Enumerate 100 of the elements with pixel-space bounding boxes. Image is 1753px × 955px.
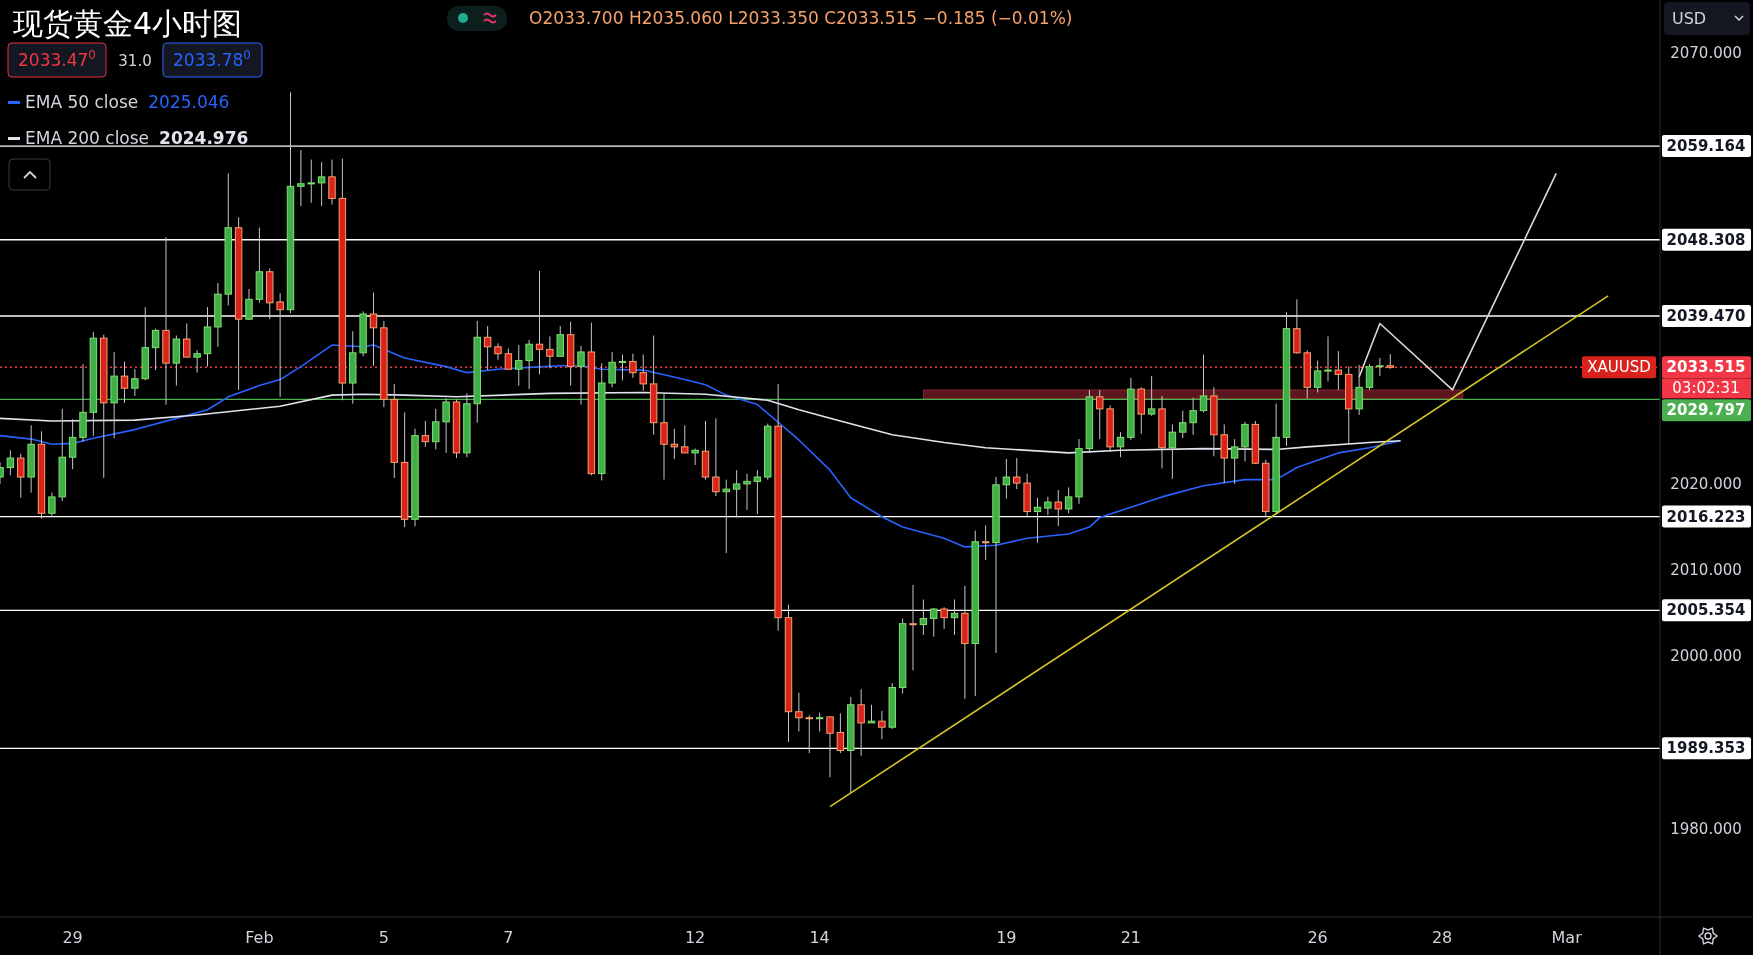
candlestick (639, 354, 647, 392)
candlestick (432, 408, 440, 450)
candlestick (795, 692, 803, 733)
candlestick (878, 710, 886, 740)
candlestick (17, 453, 25, 499)
candlestick (556, 325, 564, 357)
candlestick (1199, 354, 1208, 413)
candlestick (1044, 496, 1052, 516)
candlestick (857, 688, 865, 757)
candlestick (919, 599, 928, 636)
ref-line-label: 2059.164 (1666, 137, 1746, 156)
candlestick (515, 344, 523, 387)
x-tick-label: 29 (62, 928, 83, 947)
candlestick (1355, 364, 1363, 416)
candlestick (1313, 360, 1322, 394)
candlestick (629, 353, 637, 379)
annotation: 2025.046 (148, 92, 230, 112)
annotation: XAUUSD (1587, 358, 1651, 377)
candlestick (131, 368, 139, 397)
chart-title: 现货黄金4小时图 (13, 6, 243, 41)
candlestick (1116, 431, 1125, 458)
candlestick (1147, 375, 1156, 417)
x-tick-label: Feb (245, 928, 274, 947)
candlestick (1334, 350, 1343, 391)
candlestick (732, 469, 741, 519)
x-tick-label: 21 (1120, 928, 1142, 947)
candlestick (618, 354, 627, 381)
candlestick (836, 712, 845, 754)
candlestick (815, 712, 824, 733)
candlestick (1230, 438, 1239, 485)
ref-line-label: 2033.515 (1666, 358, 1746, 377)
y-tick-label: 1980.000 (1670, 820, 1742, 839)
candlestick (494, 342, 502, 361)
candlestick (1365, 363, 1374, 391)
candlestick (1013, 457, 1021, 490)
x-tick-label: 5 (378, 928, 389, 947)
line-series (0, 391, 1402, 454)
candlestick (1054, 489, 1062, 527)
x-tick-label: 14 (809, 928, 830, 947)
candlestick (483, 325, 492, 371)
candlestick (712, 417, 720, 497)
ref-line-label: 1989.353 (1666, 739, 1746, 758)
candlestick (1241, 421, 1249, 463)
candlestick (950, 599, 959, 636)
candlestick (68, 418, 77, 470)
candlestick (909, 584, 917, 671)
ref-line-label: 2016.223 (1666, 507, 1746, 526)
ref-line-label: 2048.308 (1666, 230, 1746, 249)
annotation: O2033.700 H2035.060 L2033.350 C2033.515 −0.185 (−0.01%) (529, 8, 1073, 28)
candlestick (504, 348, 513, 370)
y-tick-label: 2020.000 (1670, 474, 1742, 493)
candlestick (867, 704, 876, 724)
candlestick (193, 349, 201, 374)
candlestick (681, 424, 689, 454)
x-tick-label: 28 (1431, 928, 1453, 947)
ref-line-label: 2029.797 (1666, 401, 1746, 420)
candlestick (826, 716, 834, 778)
candlestick (297, 149, 305, 207)
candlestick (1168, 423, 1177, 480)
text: 03:02:31 (1672, 379, 1740, 398)
candlestick (1220, 423, 1228, 484)
candlestick (245, 288, 253, 321)
line-series (1358, 172, 1558, 391)
legend-label: EMA 50 close (25, 92, 139, 112)
candlestick (369, 291, 378, 367)
candlestick (317, 161, 326, 207)
candlestick (1179, 410, 1187, 439)
candlestick (1064, 486, 1073, 514)
candlestick (535, 270, 544, 375)
x-tick-label: 7 (503, 928, 514, 947)
annotation: 2024.976 (159, 128, 249, 148)
candlestick (805, 714, 813, 754)
ref-line-label: 2039.470 (1666, 306, 1746, 325)
candlestick (276, 292, 284, 398)
y-tick-label: 2070.000 (1670, 43, 1742, 62)
y-tick-label: 2010.000 (1670, 561, 1742, 580)
x-tick-label: 12 (684, 928, 706, 947)
candlestick (1376, 357, 1384, 377)
x-tick-label: 26 (1307, 928, 1328, 947)
candlestick (670, 428, 679, 460)
candlestick (1096, 389, 1104, 440)
candlestick (1189, 397, 1197, 436)
annotation: 2033.78$^{0}$ (173, 48, 251, 70)
candlestick (183, 322, 191, 358)
candlestick (753, 469, 762, 515)
candlestick (120, 360, 129, 404)
candlestick (930, 607, 938, 638)
candlestick (577, 345, 585, 406)
legend-label: EMA 200 close (25, 128, 150, 148)
candlestick (660, 392, 668, 481)
y-tick-label: 2000.000 (1670, 647, 1742, 666)
candlestick (328, 159, 336, 205)
candlestick (151, 328, 160, 371)
candlestick (421, 420, 430, 448)
candlestick (546, 335, 554, 369)
candlestick (722, 479, 730, 554)
candlestick (442, 398, 450, 454)
candlestick (1002, 458, 1011, 500)
candlestick (981, 524, 990, 561)
candlestick (48, 492, 56, 518)
